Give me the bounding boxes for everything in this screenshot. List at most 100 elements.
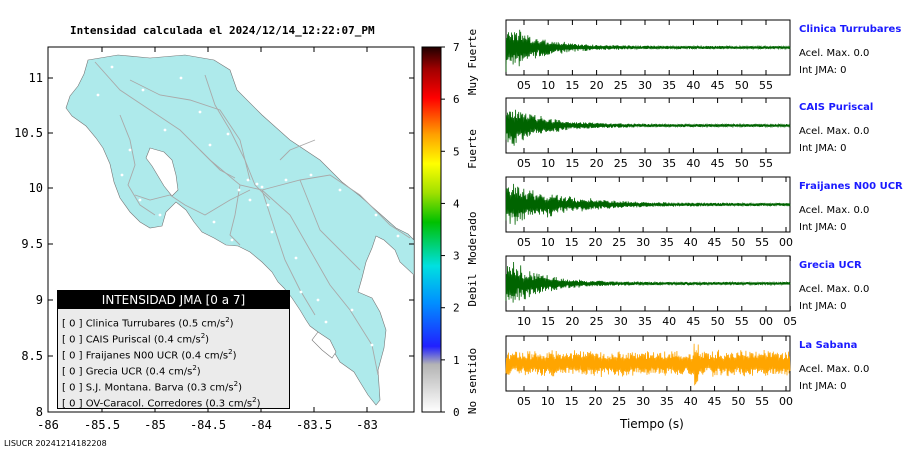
station-int: Int JMA: 0: [799, 65, 847, 76]
legend-row: [ 0 ] S.J. Montana. Barva (0.3 cm/s2): [58, 376, 289, 394]
panel-tick-label: 00: [759, 315, 773, 328]
colorbar-tick-label: 5: [453, 145, 460, 158]
road-line: [119, 114, 156, 216]
legend-close: ): [196, 366, 201, 378]
legend-close: ): [256, 398, 261, 410]
legend-level: [ 0 ]: [62, 334, 86, 346]
map-x-axis: -86 -85.5 -85 -84.5 -84 -83.5 -83: [37, 47, 378, 432]
station-acel: Acel. Max. 0.0: [799, 364, 870, 375]
map-x-tick-label: -84.5: [190, 418, 226, 432]
panel-tick-label: 05: [517, 79, 531, 92]
panel-tick-label: 25: [612, 236, 626, 249]
legend-row: [ 0 ] Fraijanes N00 UCR (0.4 cm/s2): [58, 344, 289, 362]
town-marker: [179, 76, 183, 80]
seismogram-panel: 05 10 15 20 25 30 35 40 45 50 55: [505, 97, 791, 170]
intensity-legend: INTENSIDAD JMA [0 a 7] [ 0 ] Clinica Tur…: [57, 290, 290, 409]
seismogram-panel: 05 10 15 20 25 30 35 40 45 50 55 00: [505, 335, 793, 408]
station-acel: Acel. Max. 0.0: [799, 205, 870, 216]
town-marker: [198, 110, 202, 114]
town-marker: [309, 173, 313, 177]
panel-tick-label: 55: [735, 315, 749, 328]
map-x-tick-label: -85.5: [84, 418, 120, 432]
town-marker: [350, 308, 354, 312]
land-area: [65, 54, 414, 406]
panel-tick-label: 30: [614, 315, 628, 328]
panel-tick-label: 35: [660, 236, 674, 249]
town-marker: [110, 65, 114, 69]
legend-row: [ 0 ] Grecia UCR (0.4 cm/s2): [58, 360, 289, 378]
legend-exponent: 2: [225, 316, 230, 324]
panel-tick-label: 30: [636, 395, 650, 408]
colorbar-categories: No sentido Debil Moderado Fuerte Muy Fuerte: [466, 29, 479, 414]
panel-tick-label: 25: [590, 315, 604, 328]
panel-tick-label: 20: [588, 395, 602, 408]
station-name: Clinica Turrubares: [799, 24, 902, 35]
town-marker: [260, 185, 264, 189]
map-y-tick-label: 9.5: [21, 237, 43, 251]
panel-tick-label: 35: [662, 157, 676, 170]
legend-close: ): [229, 318, 234, 330]
legend-level: [ 0 ]: [62, 366, 86, 378]
legend-close: ): [232, 350, 237, 362]
road-line: [134, 189, 251, 216]
panel-tick-label: 15: [565, 236, 579, 249]
town-marker: [208, 143, 212, 147]
colorbar-category: Moderado: [466, 212, 479, 265]
panel-tick-label: 40: [662, 315, 676, 328]
panel-tick-label: 20: [590, 79, 604, 92]
colorbar-category: Fuerte: [466, 129, 479, 169]
town-marker: [128, 148, 132, 152]
town-marker: [120, 173, 124, 177]
panel-tick-label: 15: [565, 395, 579, 408]
town-marker: [248, 198, 252, 202]
legend-level: [ 0 ]: [62, 350, 86, 362]
legend-header: INTENSIDAD JMA [0 a 7]: [58, 291, 289, 309]
panel-tick-label: 50: [735, 157, 749, 170]
town-marker: [316, 298, 320, 302]
town-marker: [141, 88, 145, 92]
panel-tick-label: 10: [517, 315, 531, 328]
panel-tick-label: 25: [614, 157, 628, 170]
legend-text: S.J. Montana. Barva (0.3 cm/s: [85, 382, 234, 394]
map-title: Intensidad calculada el 2024/12/14_12:22…: [70, 24, 375, 37]
gulf-dulce: [311, 331, 337, 359]
footer-id: LISUCR 20241214182208: [4, 439, 107, 448]
panel-tick-label: 45: [686, 315, 700, 328]
colorbar-tick-label: 7: [453, 41, 460, 54]
panel-tick-label: 20: [565, 315, 579, 328]
map-x-tick-label: -83: [356, 418, 378, 432]
station-acel: Acel. Max. 0.0: [799, 126, 870, 137]
legend-exponent: 2: [228, 348, 233, 356]
waveform-trace: [505, 183, 791, 225]
waveform-trace: [505, 261, 791, 303]
panel-tick-label: 30: [636, 236, 650, 249]
panel-tick-label: 35: [638, 315, 652, 328]
panel-tick-label: 05: [783, 315, 797, 328]
town-marker: [230, 238, 234, 242]
map-y-tick-label: 10: [29, 181, 43, 195]
town-marker: [338, 188, 342, 192]
legend-close: ): [205, 334, 210, 346]
town-markers: [96, 65, 400, 347]
legend-level: [ 0 ]: [62, 318, 86, 330]
legend-text: OV-Caracol. Corredores (0.3 cm/s: [85, 398, 253, 410]
panel-tick-label: 45: [708, 236, 722, 249]
x-axis-label: Tiempo (s): [620, 417, 684, 431]
map-y-tick-label: 9: [36, 293, 43, 307]
panel-tick-label: 10: [541, 79, 555, 92]
map-y-tick-label: 11: [29, 71, 43, 85]
panel-tick-label: 15: [541, 315, 555, 328]
legend-row: [ 0 ] OV-Caracol. Corredores (0.3 cm/s2): [58, 392, 289, 410]
town-marker: [270, 230, 274, 234]
road-network: [94, 61, 411, 376]
map-x-tick-label: -84: [250, 418, 272, 432]
town-marker: [237, 188, 241, 192]
panel-tick-label: 35: [660, 395, 674, 408]
town-marker: [284, 178, 288, 182]
station-int: Int JMA: 0: [799, 301, 847, 312]
panel-tick-label: 40: [684, 395, 698, 408]
legend-exponent: 2: [233, 380, 239, 388]
waveform-trace: [505, 343, 791, 386]
legend-text: Clinica Turrubares (0.5 cm/s: [85, 318, 226, 330]
legend-row: [ 0 ] CAIS Puriscal (0.4 cm/s2): [58, 328, 289, 346]
